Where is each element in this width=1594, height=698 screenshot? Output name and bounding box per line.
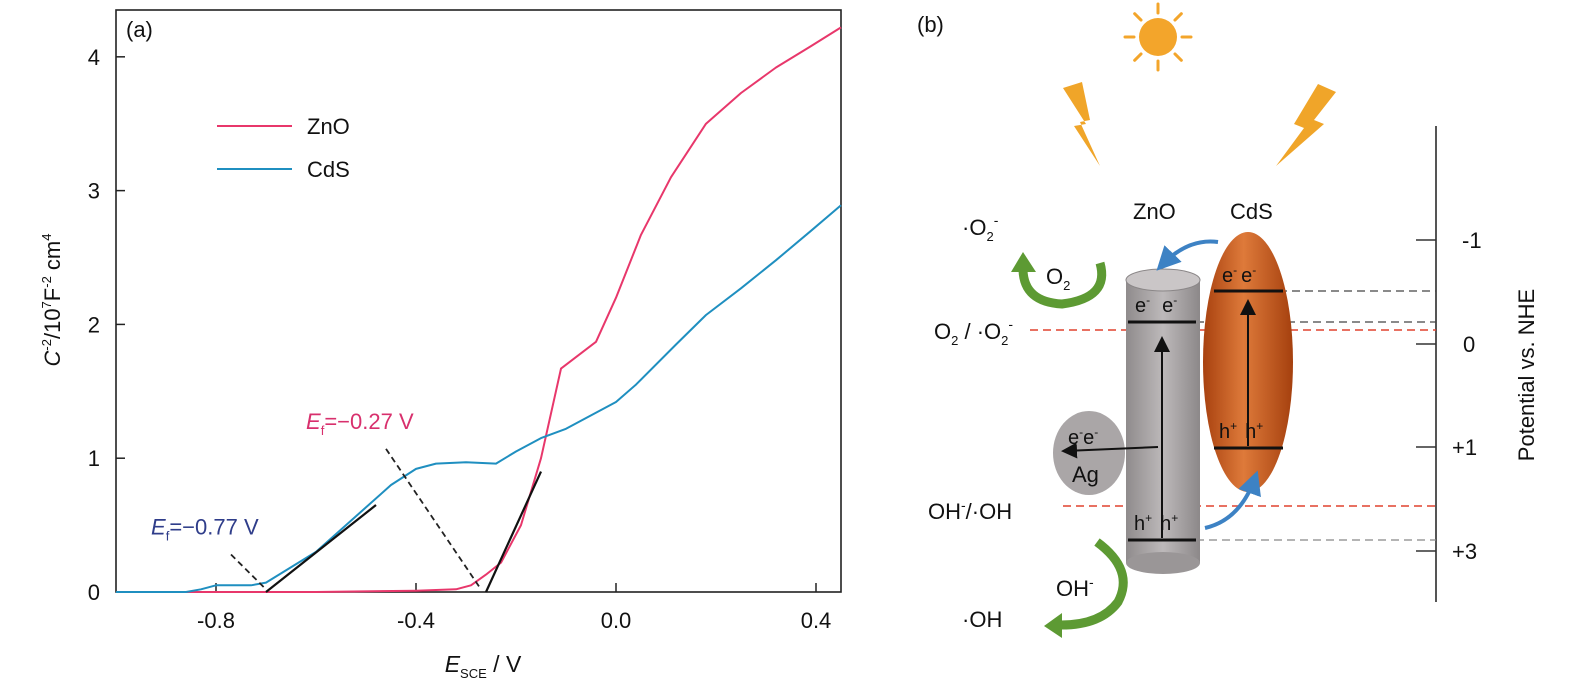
lightning-bolt-icon [1276,84,1336,166]
fermi-level-annotation: Ef=−0.77 V [151,515,259,544]
axis-ticks: -0.8 -0.4 0.0 0.4 0 1 2 3 4 [88,45,832,633]
ag-label: Ag [1072,462,1099,487]
x-tick-label: -0.4 [397,608,435,633]
annotation-layer: Ef=−0.77 V Ef=−0.27 V [151,409,482,590]
fermi-level-annotation: Ef=−0.27 V [306,409,414,438]
ag-particle [1053,411,1125,495]
zno-holes: h+ h+ [1134,511,1178,535]
ag-transfer-arrow [1061,442,1159,459]
oh-oxidation-arrow [1057,538,1128,630]
o2-ring-label: O2 [1046,264,1070,293]
lightning-bolt-icon [1063,82,1100,166]
oh-radical-label: ·OH [962,607,1002,632]
potential-tick-label: 0 [1463,332,1475,357]
plot-frame [115,9,842,593]
o2-reduction-arrowhead [1011,252,1036,272]
series-layer [116,26,842,593]
cds-label: CdS [1230,199,1273,224]
zno-label: ZnO [1133,199,1176,224]
zno-electrons: e-e- [1135,293,1177,317]
y-tick-label: 3 [88,179,100,204]
o2-radical-label: ·O2- [962,212,999,244]
potential-axis-label: Potential vs. NHE [1514,289,1539,461]
ag-electrons: e-e- [1068,425,1098,449]
potential-tick-label: +3 [1452,539,1477,564]
x-tick-label: -0.8 [197,608,235,633]
zno-rod-bottom [1126,552,1200,574]
y-tick-label: 2 [88,312,100,337]
x-tick-label: 0.4 [801,608,832,633]
oh-minus-label: OH- [1056,574,1094,601]
potential-tick-label: -1 [1462,228,1482,253]
legend-label-cds: CdS [307,157,350,182]
tangent-line [484,471,543,593]
x-tick-label: 0.0 [601,608,632,633]
x-axis-label: ESCE / V [445,651,522,681]
hole-transfer-arrow [1204,470,1261,530]
panel-b-tag: (b) [917,12,944,37]
panel-b: (b) -1 0 +1 +3 Potential vs. NHE [917,2,1539,638]
zno-rod-top [1125,268,1201,292]
y-tick-label: 0 [88,580,100,605]
o2-reduction-arrow [1018,261,1107,309]
legend: ZnO CdS [217,114,350,182]
oh-oxidation-arrowhead [1044,613,1062,638]
sun-icon [1123,2,1193,72]
annotation-leader [385,448,482,590]
series-line-cds [116,204,842,593]
tangent-line [265,504,377,593]
o2-couple-label: O2 / ·O2- [934,316,1013,348]
electron-transfer-arrow [1156,239,1219,271]
y-tick-label: 4 [88,45,100,70]
y-axis-label: C-2/107F-2 cm4 [39,234,65,367]
legend-label-zno: ZnO [307,114,350,139]
annotation-leader [230,553,267,590]
cds-holes: h+ h+ [1219,419,1263,443]
y-tick-label: 1 [88,446,100,471]
panel-a-tag: (a) [126,17,153,42]
series-line-zno [116,26,842,593]
cds-electrons: e-e- [1222,263,1256,287]
oh-couple-label: OH-/·OH [928,497,1012,524]
potential-tick-label: +1 [1452,435,1477,460]
